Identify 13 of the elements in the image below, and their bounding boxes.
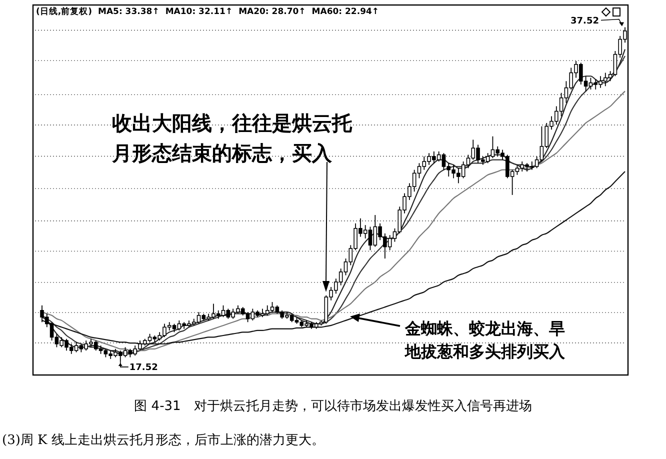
annotation: MA20: 28.70↑	[238, 7, 306, 17]
chart-title: (日线,前复权)	[36, 6, 92, 17]
annotation: 17.52	[129, 362, 158, 373]
annotation: MA5: 33.38↑	[98, 7, 160, 17]
annotation: MA10: 32.11↑	[165, 7, 233, 17]
caption: 图 4-31 对于烘云托月走势，可以待市场发出爆发性买入信号再进场	[134, 399, 532, 414]
annotation: 月形态结束的标志，买入	[111, 141, 333, 165]
annotation: 地拔葱和多头排列买入	[404, 342, 566, 361]
annotation: 收出大阳线，往往是烘云托	[112, 111, 353, 135]
text: (3)周 K 线上走出烘云托月形态，后市上涨的潜力更大。	[2, 433, 324, 448]
annotation: 金蜘蛛、蛟龙出海、旱	[404, 319, 565, 338]
annotation: 37.52	[570, 16, 599, 26]
annotation: MA60: 22.94↑	[312, 7, 380, 17]
